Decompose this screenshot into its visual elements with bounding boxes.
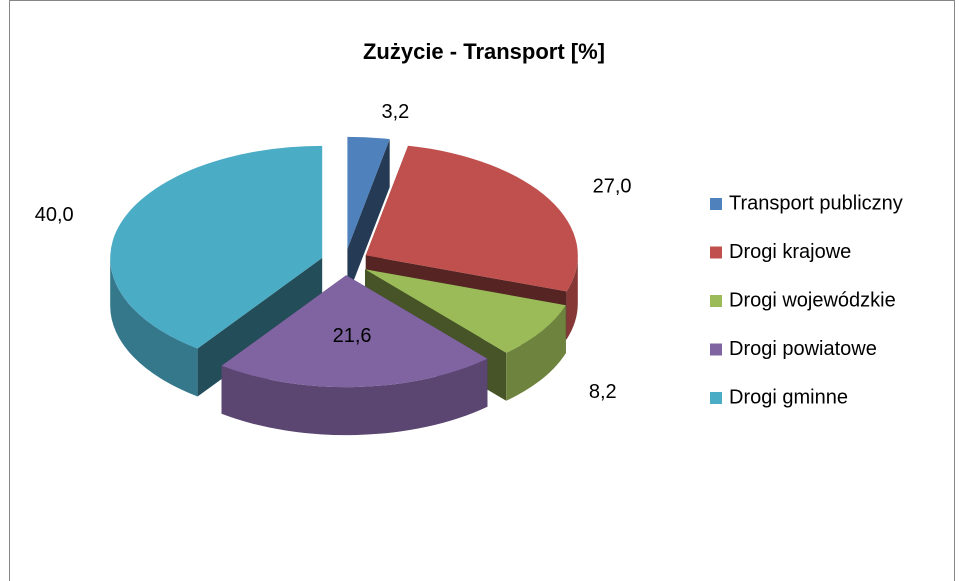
slice-side (110, 257, 198, 397)
legend-label: Drogi powiatowe (729, 338, 877, 360)
legend-label: Transport publiczny (729, 192, 903, 214)
slice (221, 275, 488, 388)
legend-swatch (710, 246, 722, 259)
data-label: 27,0 (593, 176, 632, 198)
slice (365, 269, 566, 353)
legend-label: Drogi krajowe (729, 241, 851, 263)
legend-swatch (710, 343, 722, 356)
data-label: 21,6 (333, 325, 372, 347)
legend-label: Drogi gminne (729, 386, 848, 408)
chart-title: Zużycie - Transport [%] (363, 39, 605, 64)
data-label: 8,2 (589, 381, 617, 403)
slice-side (566, 255, 578, 340)
data-label: 3,2 (381, 101, 409, 123)
legend-swatch (710, 392, 722, 404)
legend-label: Drogi wojewódzkie (729, 289, 896, 311)
slice-side (506, 305, 566, 401)
slice (110, 145, 323, 349)
legend-swatch (710, 198, 722, 210)
legend-swatch (710, 295, 722, 307)
slice-side (221, 358, 488, 436)
slice-wall (347, 139, 390, 297)
slice (365, 145, 578, 292)
data-label: 40,0 (35, 204, 74, 226)
slice (347, 136, 390, 249)
